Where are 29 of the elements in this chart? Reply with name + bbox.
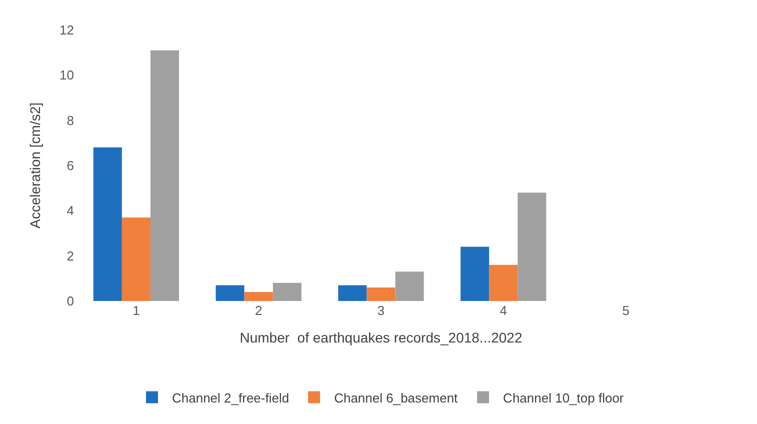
bar (338, 285, 367, 301)
bar (150, 50, 180, 301)
bar (395, 272, 424, 301)
x-axis-title: Number of earthquakes records_2018...2022 (240, 329, 522, 346)
bar (489, 264, 518, 301)
legend-label: Channel 10_top floor (503, 390, 624, 406)
x-tick-label: 4 (500, 303, 508, 318)
y-tick-label: 10 (60, 68, 74, 83)
bar (216, 285, 244, 301)
bar (122, 217, 150, 301)
bar (460, 246, 490, 301)
y-tick-label: 8 (66, 112, 74, 128)
x-tick-label: 2 (254, 303, 262, 318)
x-tick-label: 3 (377, 303, 385, 318)
y-tick-label: 6 (66, 158, 74, 174)
x-tick-label: 1 (132, 303, 140, 318)
bar (272, 282, 302, 301)
bar (366, 287, 396, 301)
y-tick-label: 4 (66, 203, 74, 218)
y-tick-label: 12 (60, 22, 74, 38)
y-tick-label: 2 (66, 248, 74, 264)
bar (518, 192, 546, 301)
bar (244, 292, 273, 301)
legend-label: Channel 2_free-field (172, 390, 290, 406)
bar (93, 147, 122, 301)
x-tick-label: 5 (622, 303, 630, 318)
y-tick-label: 0 (66, 294, 74, 309)
y-axis-title: Acceleration [cm/s2] (27, 102, 44, 229)
legend-label: Channel 6_basement (334, 390, 458, 406)
